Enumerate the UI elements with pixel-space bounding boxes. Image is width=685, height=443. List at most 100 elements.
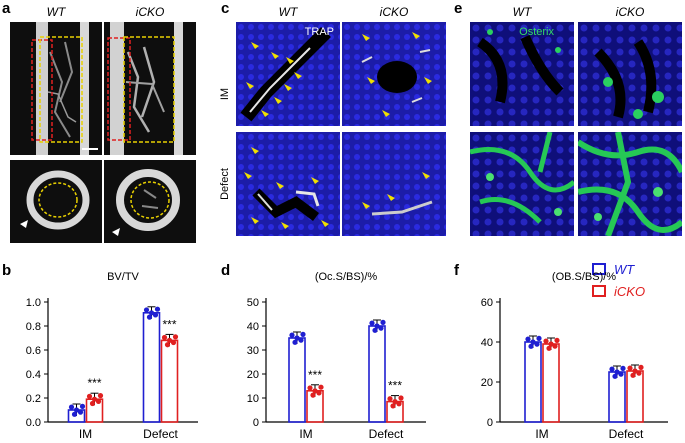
data-point (316, 390, 322, 396)
data-point (298, 337, 304, 343)
y-tick-label: 0 (253, 417, 259, 429)
data-point (546, 345, 552, 351)
data-point (79, 403, 86, 409)
data-point (392, 399, 398, 405)
trap-icko-im (342, 22, 446, 126)
osterix-stain-label: Osterix (519, 26, 554, 38)
y-tick-label: 1.0 (26, 297, 41, 309)
y-tick-label: 0.8 (26, 321, 41, 333)
chart-title: BV/TV (107, 271, 139, 283)
data-point (614, 369, 620, 375)
data-point (86, 393, 93, 399)
data-point (148, 310, 155, 316)
chart-title: (Oc.S/BS)/% (315, 271, 378, 283)
data-point (289, 332, 295, 338)
data-point (170, 339, 177, 346)
data-point (534, 341, 540, 347)
osterix-wt-defect (470, 132, 574, 236)
chart-oc-s-bs: (Oc.S/BS)/% 0 10 20 30 40 50 IM *** Defect *** (247, 271, 426, 441)
y-tick-label: 50 (247, 297, 259, 309)
significance-marker: *** (388, 379, 402, 393)
bar-icko-defect (626, 370, 644, 423)
bar-wt-im (524, 341, 542, 423)
bar-wt-defect (368, 325, 386, 423)
data-point (618, 371, 624, 377)
data-point (372, 327, 378, 333)
data-point (543, 338, 549, 344)
microct-icko-cross-section (104, 160, 196, 243)
data-point (91, 396, 98, 402)
chart-title: (OB.S/BS)/% (552, 271, 616, 283)
legend-icko-swatch (592, 285, 606, 297)
a-col-icko: iCKO (135, 5, 165, 19)
y-tick-label: 60 (481, 297, 493, 309)
data-point (146, 314, 153, 320)
microct-icko-longitudinal (104, 22, 196, 155)
data-point (398, 395, 404, 401)
panel-letter-c: c (221, 0, 230, 17)
bar-icko-defect (160, 339, 179, 423)
data-point (166, 337, 173, 343)
data-point (89, 400, 96, 407)
trap-wt-defect (236, 132, 340, 236)
data-point (312, 388, 318, 394)
y-tick-label: 10 (247, 393, 259, 405)
panel-letter-b: b (2, 262, 12, 279)
c-col-wt: WT (278, 5, 298, 19)
y-tick-label: 0.0 (26, 417, 41, 429)
data-point (632, 368, 638, 374)
data-point (95, 398, 102, 404)
bar-wt-defect (608, 371, 626, 423)
panel-letter-a: a (2, 0, 11, 17)
trap-icko-defect (342, 132, 446, 236)
data-point (530, 339, 536, 345)
data-point (380, 319, 386, 325)
e-col-wt: WT (512, 5, 532, 19)
y-tick-label: 40 (481, 337, 493, 349)
significance-marker: *** (162, 317, 176, 331)
arrow-icon (20, 220, 28, 228)
osterix-icko-defect (578, 132, 682, 236)
data-point (97, 393, 104, 399)
data-point (73, 407, 80, 413)
c-row-defect: Defect (219, 168, 231, 200)
legend: WT iCKO (592, 262, 682, 303)
y-tick-label: 0 (487, 417, 493, 429)
x-tick-label: IM (299, 427, 312, 441)
data-point (387, 396, 393, 402)
significance-marker: *** (308, 368, 322, 382)
trap-stain-label: TRAP (304, 26, 334, 38)
c-row-im: IM (219, 87, 231, 101)
data-point (310, 392, 316, 398)
data-point (318, 384, 324, 390)
e-col-icko: iCKO (615, 5, 645, 19)
y-tick-label: 0.2 (26, 393, 41, 405)
data-point (71, 411, 78, 417)
data-point (390, 403, 396, 409)
a-col-wt: WT (46, 5, 66, 19)
data-point (164, 342, 171, 348)
y-tick-label: 20 (481, 377, 493, 389)
bar-wt-defect (142, 311, 161, 423)
data-point (161, 334, 168, 341)
data-point (630, 372, 636, 378)
panel-letter-e: e (454, 0, 463, 17)
data-point (396, 401, 402, 407)
significance-marker: *** (87, 376, 101, 390)
microct-wt-cross-section (10, 160, 102, 243)
data-point (294, 335, 300, 341)
y-tick-label: 40 (247, 321, 259, 333)
legend-wt-label: WT (614, 262, 635, 277)
trap-wt-im: TRAP (236, 22, 340, 126)
legend-wt-swatch (592, 263, 606, 275)
data-point (536, 335, 542, 341)
data-point (374, 323, 380, 329)
data-point (378, 325, 384, 331)
x-tick-label: Defect (143, 427, 178, 441)
data-point (609, 366, 615, 372)
data-point (172, 334, 179, 340)
y-tick-label: 0.4 (26, 369, 41, 381)
panel-letter-d: d (221, 262, 231, 279)
x-tick-label: IM (535, 427, 548, 441)
data-point (307, 385, 313, 391)
